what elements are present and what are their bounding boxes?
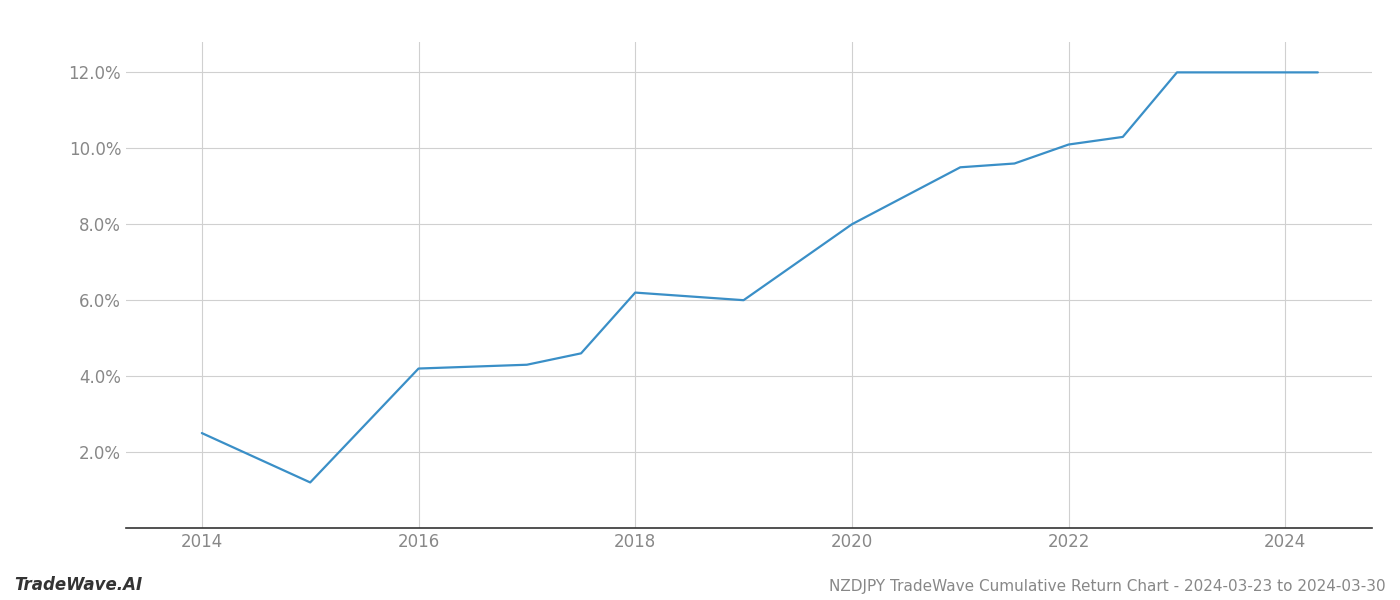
Text: NZDJPY TradeWave Cumulative Return Chart - 2024-03-23 to 2024-03-30: NZDJPY TradeWave Cumulative Return Chart…: [829, 579, 1386, 594]
Text: TradeWave.AI: TradeWave.AI: [14, 576, 143, 594]
